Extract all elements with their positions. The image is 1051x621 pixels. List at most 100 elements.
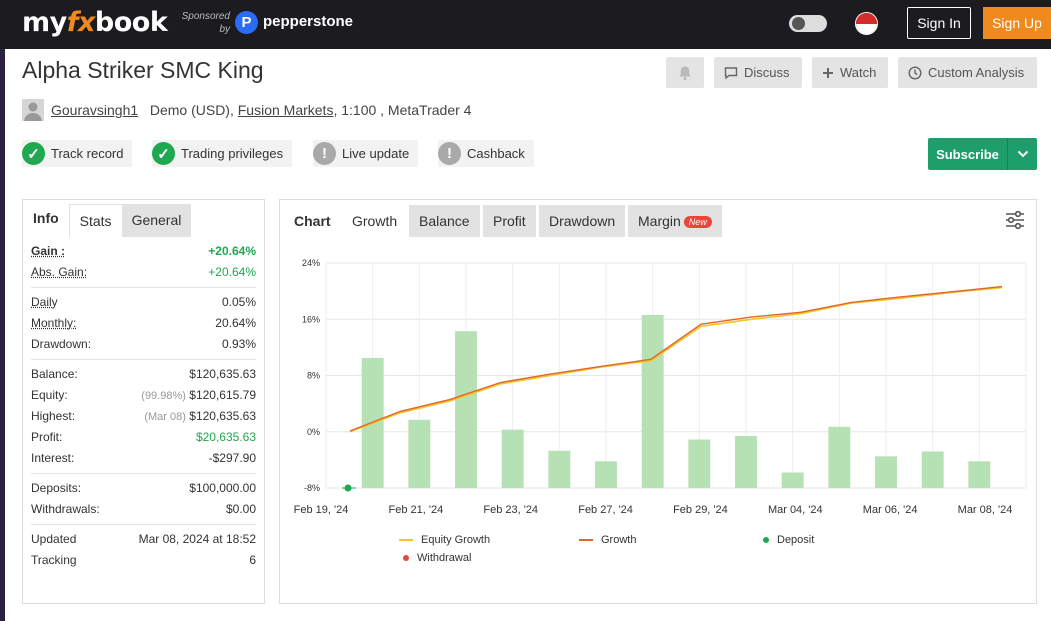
legend-growth[interactable]: Growth: [579, 534, 636, 546]
badge-label: Track record: [51, 146, 124, 161]
stat-row-profit: Profit: $20,635.63: [23, 427, 264, 448]
tab-info[interactable]: Info: [23, 200, 69, 237]
tab-drawdown[interactable]: Drawdown: [539, 205, 626, 237]
sign-in-button[interactable]: Sign In: [907, 7, 971, 39]
broker-link[interactable]: Fusion Markets: [237, 102, 334, 118]
logo-part-my: my: [22, 7, 67, 38]
tab-margin-label: Margin: [638, 213, 681, 229]
tab-general[interactable]: General: [121, 204, 192, 237]
stat-value: 20.64%: [215, 316, 256, 330]
tab-stats[interactable]: Stats: [68, 204, 122, 237]
stats-tabs: Info Stats General: [23, 200, 264, 237]
y-tick-label: 0%: [307, 427, 320, 437]
stat-value: 0.05%: [221, 295, 256, 309]
stat-row-abs-gain: Abs. Gain: +20.64%: [23, 262, 264, 283]
stat-value: +20.64%: [208, 244, 256, 258]
stat-label: Equity:: [31, 388, 68, 402]
check-icon: ✓: [152, 142, 175, 165]
chart-bar: [548, 450, 571, 488]
stat-note: (99.98%): [141, 390, 186, 402]
legend-label: Growth: [601, 534, 637, 546]
stat-label: Deposits:: [31, 481, 82, 495]
x-tick-label: Feb 19, '24: [294, 504, 349, 516]
stat-value: Mar 08, 2024 at 18:52: [138, 532, 256, 546]
badge-cashback[interactable]: ! Cashback: [438, 140, 534, 167]
stat-label[interactable]: Gain :: [31, 244, 66, 258]
stat-row-monthly: Monthly: 20.64%: [23, 313, 264, 334]
account-details: , 1:100 , MetaTrader 4: [333, 102, 472, 118]
chart-panel: Chart Growth Balance Profit Drawdown Mar…: [279, 199, 1037, 604]
stat-row-drawdown: Drawdown: 0.93%: [23, 334, 264, 355]
user-avatar[interactable]: [22, 99, 44, 121]
legend-deposit[interactable]: Deposit: [763, 534, 814, 546]
stat-label[interactable]: Daily: [31, 295, 58, 309]
discuss-button[interactable]: Discuss: [714, 57, 802, 88]
stat-row-updated: Updated Mar 08, 2024 at 18:52: [23, 529, 264, 550]
toggle-knob-icon: [792, 17, 805, 30]
exclamation-icon: !: [313, 142, 336, 165]
stat-note: (Mar 08): [144, 411, 186, 423]
discuss-label: Discuss: [744, 65, 790, 80]
legend-equity-growth[interactable]: Equity Growth: [399, 534, 490, 546]
badge-label: Cashback: [467, 146, 525, 161]
watch-button[interactable]: Watch: [812, 57, 888, 88]
logo-part-fx: fx: [66, 7, 96, 38]
x-tick-label: Feb 23, '24: [483, 504, 538, 516]
username-link[interactable]: Gouravsingh1: [51, 102, 139, 118]
x-tick-label: Feb 27, '24: [578, 504, 633, 516]
chart-bar: [735, 435, 757, 488]
chart-bar: [641, 315, 664, 488]
stat-row-highest: Highest: (Mar 08) $120,635.63: [23, 406, 264, 427]
stat-value: 0.93%: [221, 337, 256, 351]
myfxbook-logo[interactable]: myfxbook: [22, 7, 168, 38]
tab-margin[interactable]: Margin New: [628, 205, 722, 237]
y-tick-label: 8%: [307, 371, 320, 381]
left-accent-bar: [0, 49, 5, 621]
pepperstone-logo-icon[interactable]: P: [235, 11, 258, 34]
legend-withdrawal[interactable]: Withdrawal: [403, 552, 471, 564]
chart-settings-icon[interactable]: [1003, 208, 1027, 232]
growth-chart[interactable]: 24% 16% 8% 0% -8% Feb 19, '24 Feb 21, '24 Feb 2…: [280, 240, 1036, 570]
stat-label[interactable]: Monthly:: [31, 316, 77, 330]
tab-growth[interactable]: Growth: [352, 213, 398, 229]
chart-bar: [781, 472, 804, 488]
tab-chart[interactable]: Chart: [294, 213, 331, 229]
tab-profit[interactable]: Profit: [483, 205, 536, 237]
subscribe-label: Subscribe: [936, 146, 999, 162]
stat-label[interactable]: Abs. Gain:: [31, 265, 88, 279]
plus-icon: [823, 67, 833, 78]
sign-up-button[interactable]: Sign Up: [983, 7, 1051, 39]
chevron-down-icon[interactable]: [1007, 138, 1037, 170]
chat-icon: [724, 66, 738, 79]
tab-balance[interactable]: Balance: [409, 205, 480, 237]
equity-growth-line: [349, 286, 1003, 433]
stat-value: $0.00: [225, 502, 256, 516]
stat-label: Drawdown:: [31, 337, 92, 351]
stat-row-daily: Daily 0.05%: [23, 292, 264, 313]
chart-bar: [455, 331, 477, 488]
deposit-point: [344, 484, 352, 492]
theme-toggle[interactable]: [789, 15, 827, 32]
notification-button[interactable]: [666, 57, 704, 88]
stat-row-withdrawals: Withdrawals: $0.00: [23, 499, 264, 520]
stat-label: Updated: [31, 532, 77, 546]
language-flag-icon[interactable]: [855, 12, 878, 35]
exclamation-icon: !: [438, 142, 461, 165]
watch-label: Watch: [840, 65, 877, 80]
account-info-line: Gouravsingh1 Demo (USD), Fusion Markets,…: [51, 102, 471, 118]
clock-icon: [908, 65, 922, 80]
stat-value: $20,635.63: [195, 430, 256, 444]
badge-trading-privileges[interactable]: ✓ Trading privileges: [152, 140, 293, 167]
chart-bar: [408, 419, 431, 488]
legend-label: Deposit: [777, 534, 815, 546]
x-tick-label: Mar 08, '24: [958, 504, 1013, 516]
stat-row-gain: Gain : +20.64%: [23, 241, 264, 262]
sponsor-name[interactable]: pepperstone: [263, 13, 354, 30]
badge-live-update[interactable]: ! Live update: [313, 140, 419, 167]
badge-track-record[interactable]: ✓ Track record: [22, 140, 133, 167]
stat-row-equity: Equity: (99.98%) $120,615.79: [23, 385, 264, 406]
custom-analysis-button[interactable]: Custom Analysis: [898, 57, 1037, 88]
subscribe-button[interactable]: Subscribe: [928, 138, 1037, 170]
stat-row-deposits: Deposits: $100,000.00: [23, 478, 264, 499]
chart-bar: [501, 429, 524, 488]
